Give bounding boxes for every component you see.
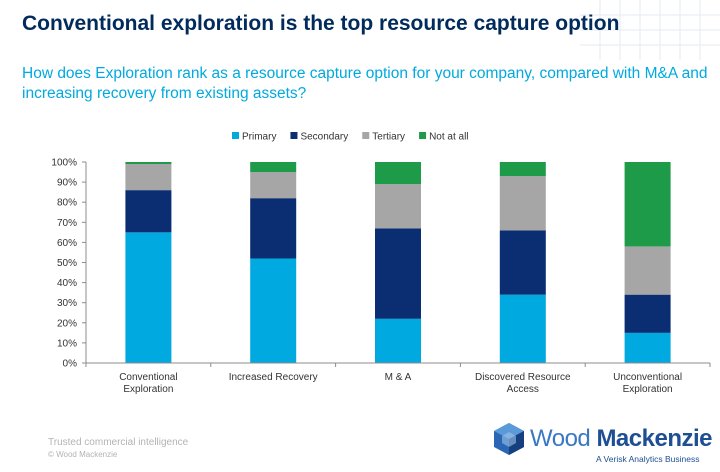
x-tick-label: Exploration	[623, 384, 673, 395]
legend-swatch	[362, 132, 370, 139]
x-tick-label: Increased Recovery	[229, 372, 318, 383]
corner-grid-decoration	[580, 0, 720, 60]
bar-segment	[375, 162, 421, 185]
legend-label: Tertiary	[372, 132, 405, 143]
bar-segment	[250, 162, 297, 173]
legend-swatch	[290, 132, 298, 139]
legend-label: Primary	[242, 132, 276, 143]
slide-subtitle: How does Exploration rank as a resource …	[22, 65, 708, 102]
chart-legend: Primary Secondary Tertiary Not at all	[232, 132, 469, 143]
bar-segment	[250, 258, 297, 363]
bar-segment	[499, 294, 546, 363]
bar-segment	[125, 190, 172, 233]
slide-title: Conventional exploration is the top reso…	[22, 12, 620, 35]
legend-label: Not at all	[429, 132, 468, 143]
legend-swatch	[419, 132, 427, 139]
bar-segment	[125, 164, 172, 191]
bar-segment	[250, 198, 297, 259]
y-tick-label: 10%	[57, 338, 77, 349]
y-tick-label: 80%	[57, 198, 77, 209]
bar-segment	[499, 176, 546, 231]
x-tick-label: M & A	[385, 372, 412, 383]
bar-segment	[624, 162, 671, 247]
y-tick-label: 60%	[57, 238, 77, 249]
logo-name-part1: Wood	[530, 425, 591, 452]
legend-label: Secondary	[300, 132, 348, 143]
bar-segment	[375, 318, 421, 363]
footer-copyright: © Wood Mackenzie	[48, 450, 118, 459]
bar-segment	[624, 246, 671, 295]
bar-segment	[624, 332, 671, 363]
bar-segment	[624, 294, 671, 333]
y-tick-label: 50%	[57, 258, 77, 269]
x-tick-label: Exploration	[123, 384, 173, 395]
x-tick-label: Conventional	[119, 372, 177, 383]
legend-swatch	[232, 132, 239, 139]
y-tick-label: 90%	[57, 178, 77, 189]
x-tick-label: Access	[507, 384, 539, 395]
bar-segment	[250, 172, 297, 199]
logo-tagline: A Verisk Analytics Business	[596, 454, 700, 464]
y-tick-label: 20%	[57, 318, 77, 329]
bar-segment	[375, 228, 421, 319]
x-tick-label: Unconventional	[613, 372, 682, 383]
footer-tagline: Trusted commercial intelligence	[48, 437, 189, 448]
logo-cube-icon	[494, 423, 524, 455]
bar-segment	[375, 184, 421, 229]
bar-segment	[499, 230, 546, 295]
x-tick-label: Discovered Resource	[475, 372, 571, 383]
y-axis: 0% 10% 20% 30% 40% 50% 60% 70% 80% 90% 100%	[51, 158, 87, 370]
y-tick-label: 100%	[51, 158, 77, 169]
logo-name-part2: Mackenzie	[596, 425, 712, 452]
bar-segment	[499, 162, 546, 177]
bar-segment	[125, 162, 172, 165]
y-tick-label: 0%	[63, 359, 78, 370]
stacked-bar-chart: Primary Secondary Tertiary Not at all 0% 10%…	[51, 132, 711, 395]
y-tick-label: 40%	[57, 278, 77, 289]
chart-bars	[125, 162, 671, 363]
bar-segment	[125, 232, 172, 363]
logo-wordmark: Wood Mackenzie	[530, 425, 712, 453]
y-tick-label: 70%	[57, 218, 77, 229]
company-logo: Wood Mackenzie A Verisk Analytics Busine…	[492, 420, 716, 468]
y-tick-label: 30%	[57, 298, 77, 309]
